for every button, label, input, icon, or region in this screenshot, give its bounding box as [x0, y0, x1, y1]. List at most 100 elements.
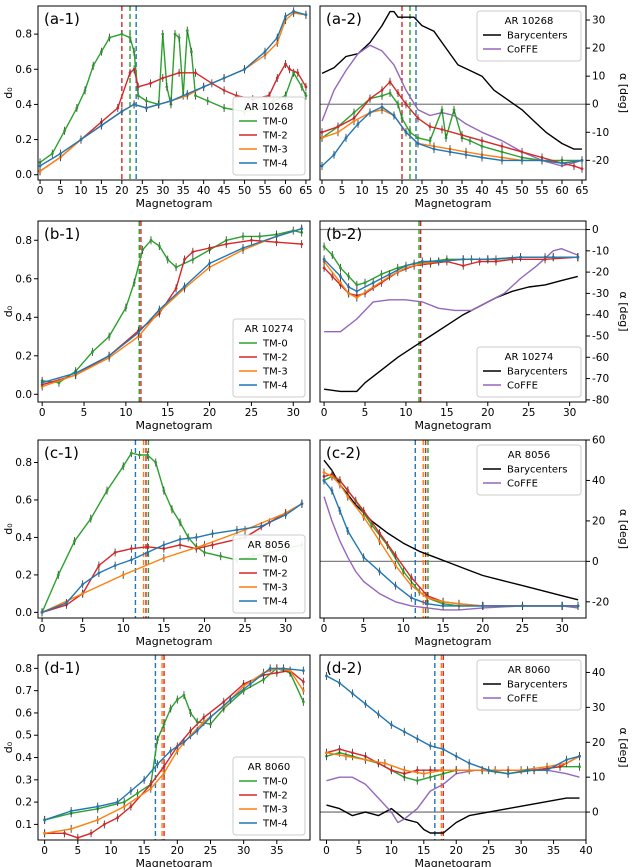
data-point-TM-0: [129, 451, 133, 455]
data-point-TM-4: [487, 768, 491, 772]
series-group: [322, 242, 580, 393]
legend-entry: Barycenters: [507, 31, 567, 42]
data-point-TM-4: [330, 489, 334, 492]
x-tick-label: 5: [360, 623, 367, 635]
x-axis-label: Magnetogram: [136, 197, 213, 210]
x-tick-label: 60: [555, 185, 568, 197]
legend-entry: TM-4: [262, 819, 288, 830]
data-point-TM-2: [174, 286, 178, 290]
data-point-TM-4: [480, 156, 484, 159]
data-point-TM-4: [425, 602, 429, 606]
data-point-TM-0: [330, 253, 334, 257]
x-tick-label: 55: [535, 185, 548, 197]
data-point-TM-2: [346, 489, 350, 492]
data-point-TM-0: [355, 283, 359, 287]
data-point-TM-0: [56, 573, 60, 577]
data-point-TM-4: [576, 604, 580, 608]
data-point-TM-4: [320, 164, 324, 168]
data-point-TM-4: [461, 257, 465, 261]
x-tick-label: 15: [137, 845, 150, 857]
x-tick-label: 35: [455, 185, 468, 197]
data-point-TM-4: [351, 691, 354, 695]
panel-label: (d-2): [326, 659, 362, 677]
data-point-TM-0: [428, 775, 432, 779]
data-point-TM-2: [129, 547, 133, 551]
legend-entry: CoFFE: [507, 479, 538, 490]
legend-title: AR 10274: [245, 324, 294, 335]
x-tick-label: 20: [450, 845, 463, 857]
data-point-TM-4: [448, 150, 452, 154]
legend-entry: TM-0: [262, 555, 288, 566]
legend: AR 8056 Barycenters CoFFE: [476, 444, 582, 496]
data-point-TM-0: [401, 570, 405, 573]
data-point-TM-4: [38, 164, 42, 168]
x-tick-label: 30: [435, 185, 448, 197]
legend-entry: TM-3: [262, 583, 288, 594]
y-tick-label: 20: [592, 515, 605, 527]
data-point-TM-0: [105, 489, 109, 492]
series-line-CoFFE: [324, 248, 579, 333]
x-tick-label: 15: [375, 185, 388, 197]
data-point-TM-4: [146, 551, 150, 554]
x-tick-label: 0: [39, 623, 46, 635]
data-point-TM-3: [371, 285, 375, 289]
data-point-TM-2: [189, 729, 192, 733]
data-point-TM-4: [144, 106, 148, 110]
data-point-TM-3: [441, 768, 445, 772]
series-line-TM-0: [42, 229, 302, 384]
data-point-TM-4: [243, 67, 246, 71]
series-line-TM-2: [44, 669, 304, 839]
x-tick-label: 0: [323, 845, 330, 857]
data-point-TM-3: [301, 689, 305, 693]
series-line-TM-0: [321, 92, 582, 162]
y-tick-label: -70: [592, 373, 609, 385]
data-point-TM-0: [347, 274, 351, 278]
data-point-TM-3: [402, 768, 406, 772]
data-point-TM-0: [99, 50, 103, 54]
data-point-TM-0: [83, 88, 87, 92]
y-tick-label: -80: [592, 394, 609, 406]
data-point-TM-4: [355, 289, 359, 293]
data-point-TM-0: [57, 381, 61, 385]
x-tick-label: 15: [436, 623, 449, 635]
data-point-TM-4: [486, 257, 490, 261]
data-point-TM-2: [416, 116, 420, 120]
data-point-TM-2: [275, 671, 279, 675]
data-point-TM-0: [89, 517, 93, 521]
series-line-CoFFE: [326, 769, 580, 824]
legend-box: [232, 534, 306, 614]
data-point-TM-0: [415, 779, 419, 783]
data-point-TM-4: [97, 571, 101, 575]
x-tick-label: 45: [217, 185, 230, 197]
data-point-TM-0: [91, 64, 95, 68]
legend-entry: TM-3: [262, 145, 288, 156]
data-point-TM-0: [174, 265, 178, 269]
x-tick-label: 0: [39, 407, 46, 419]
series-group: [40, 224, 304, 391]
y-tick-label: 0.1: [15, 819, 32, 831]
legend-title: AR 8060: [248, 762, 290, 773]
data-point-TM-0: [136, 94, 140, 98]
data-point-TM-2: [304, 85, 308, 89]
data-point-TM-2: [415, 768, 419, 772]
data-point-TM-3: [425, 596, 429, 600]
data-point-TM-2: [132, 67, 136, 71]
data-point-TM-2: [440, 128, 444, 131]
x-tick-label: 5: [74, 845, 81, 857]
data-point-TM-2: [191, 250, 195, 254]
data-point-TM-0: [209, 722, 212, 726]
x-tick-label: 45: [495, 185, 508, 197]
data-point-TM-0: [157, 244, 161, 248]
data-point-TM-2: [250, 238, 253, 242]
data-point-TM-2: [362, 509, 366, 513]
data-point-TM-4: [346, 529, 350, 533]
x-tick-label: 5: [57, 185, 64, 197]
data-point-TM-4: [506, 772, 510, 776]
data-point-TM-0: [396, 266, 400, 270]
x-tick-label: 50: [515, 185, 528, 197]
data-point-TM-4: [132, 103, 136, 106]
panel-label: (c-2): [326, 444, 361, 462]
data-point-TM-2: [224, 242, 228, 246]
series-group: [320, 10, 584, 173]
x-tick-label: 5: [339, 185, 346, 197]
